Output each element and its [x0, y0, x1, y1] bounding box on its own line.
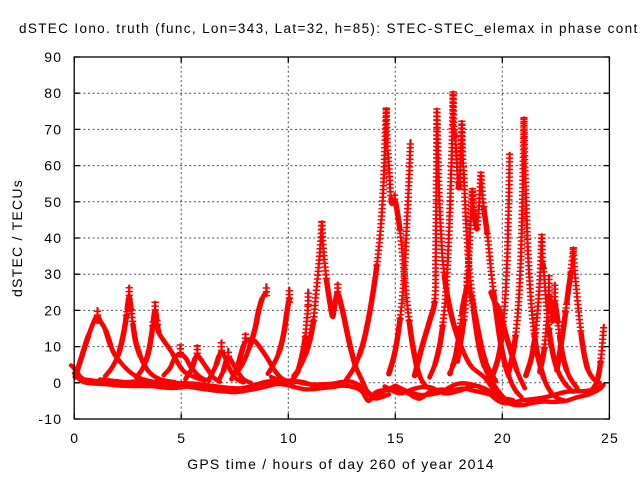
svg-text:10: 10 [44, 339, 62, 355]
svg-text:20: 20 [494, 430, 512, 446]
svg-text:70: 70 [44, 121, 62, 137]
svg-text:80: 80 [44, 85, 62, 101]
svg-text:0: 0 [53, 375, 62, 391]
svg-text:0: 0 [70, 430, 79, 446]
svg-text:40: 40 [44, 230, 62, 246]
svg-text:60: 60 [44, 158, 62, 174]
svg-text:dSTEC Iono. truth (func, Lon=3: dSTEC Iono. truth (func, Lon=343, Lat=32… [19, 21, 640, 36]
svg-text:50: 50 [44, 194, 62, 210]
svg-text:20: 20 [44, 302, 62, 318]
svg-text:90: 90 [44, 49, 62, 65]
svg-text:-10: -10 [38, 411, 62, 427]
svg-text:25: 25 [601, 430, 619, 446]
svg-text:GPS time / hours of day 260 of: GPS time / hours of day 260 of year 2014 [187, 456, 495, 472]
svg-text:dSTEC / TECUs: dSTEC / TECUs [9, 179, 25, 297]
svg-text:5: 5 [177, 430, 186, 446]
svg-text:30: 30 [44, 266, 62, 282]
svg-text:10: 10 [280, 430, 298, 446]
svg-text:15: 15 [387, 430, 405, 446]
